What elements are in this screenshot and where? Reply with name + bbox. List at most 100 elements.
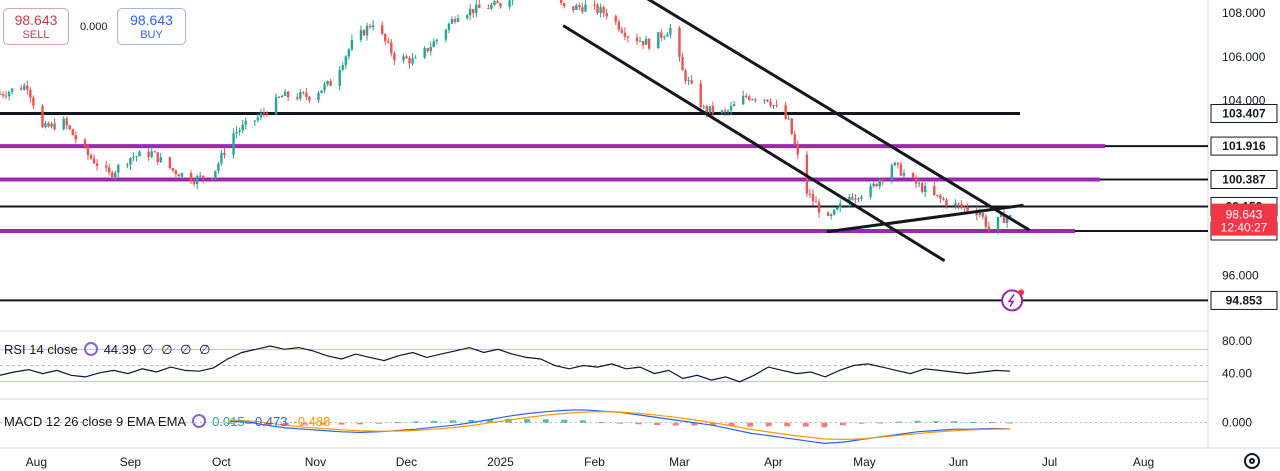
candle-body — [126, 164, 129, 166]
candle-body — [326, 80, 329, 85]
candle-body — [899, 164, 903, 176]
candle-body — [180, 172, 184, 177]
candle-body — [981, 212, 985, 217]
candle-body — [347, 49, 351, 57]
candle-body — [751, 99, 754, 101]
downtrend-channel-lower — [562, 24, 945, 262]
price-label-text: 101.916 — [1222, 139, 1266, 153]
candle-body — [177, 174, 181, 177]
macd-histogram-bar — [969, 422, 976, 424]
candle-body — [265, 113, 269, 115]
macd-histogram-bar — [784, 422, 791, 427]
macd-histogram-bar — [375, 422, 382, 424]
macd-histogram-bar — [691, 422, 698, 426]
time-tick-label: Aug — [1133, 455, 1154, 469]
candle-body — [426, 48, 429, 52]
macd-histogram-bar — [579, 420, 586, 423]
macd-signal-line — [229, 411, 1011, 441]
candle-body — [232, 133, 235, 155]
candle-body — [839, 203, 842, 208]
candle-body — [465, 15, 469, 18]
candle-body — [499, 3, 502, 7]
candle-body — [411, 58, 414, 64]
candle-body — [687, 80, 690, 82]
time-tick-label: 2025 — [487, 455, 514, 469]
candle-body — [720, 110, 724, 113]
candle-body — [259, 112, 263, 118]
trendlines — [562, 0, 1030, 312]
time-tick-label: Apr — [764, 455, 783, 469]
candle-body — [114, 172, 117, 178]
macd-histogram-bar — [914, 420, 921, 423]
gear-icon[interactable] — [1244, 453, 1260, 469]
candle-body — [793, 134, 796, 145]
candle-body — [647, 38, 651, 49]
time-axis[interactable]: Aug Sep Oct Nov Dec 2025 Feb Mar Apr May Jun Jul Aug — [26, 455, 1155, 469]
macd-histogram-bar — [988, 422, 995, 424]
candle-body — [787, 118, 790, 120]
candle-body — [893, 162, 897, 166]
candle-body — [487, 8, 490, 10]
rsi-legend[interactable]: RSI 14 close 44.39 ∅ ∅ ∅ ∅ — [4, 342, 212, 358]
candle-body — [775, 105, 778, 107]
candle-body — [581, 7, 584, 12]
candle-body — [957, 203, 960, 205]
candle-body — [302, 92, 305, 94]
price-axis[interactable]: 108.000106.000104.00096.00080.0040.000.0… — [1210, 6, 1278, 430]
candle-body — [450, 19, 454, 24]
candle-body — [44, 123, 47, 128]
candle-body — [111, 172, 114, 178]
candle-body — [1008, 215, 1012, 219]
candle-body — [217, 163, 220, 171]
candle-body — [702, 106, 705, 108]
eye-icon[interactable] — [192, 414, 207, 428]
candle-body — [83, 139, 87, 147]
candle-body — [341, 65, 344, 70]
macd-histogram-bar — [765, 422, 772, 427]
price-tick-label: 108.000 — [1222, 6, 1266, 20]
candle-body — [159, 157, 162, 163]
macd-legend[interactable]: MACD 12 26 close 9 EMA EMA 0.015 -0.473 -0.… — [4, 414, 330, 429]
candle-body — [381, 25, 384, 34]
rsi-tick-label: 40.00 — [1222, 367, 1252, 381]
candle-body — [745, 95, 748, 97]
eye-icon[interactable] — [83, 342, 98, 356]
price-level-label: 103.407 — [1210, 103, 1278, 123]
price-label-box — [1210, 169, 1278, 189]
chart-grid — [0, 0, 1280, 449]
candle-body — [171, 168, 175, 171]
candle-body — [902, 173, 906, 176]
time-tick-label: Feb — [584, 455, 605, 469]
candle-body — [705, 106, 708, 113]
macd-histogram-bar — [839, 422, 846, 426]
macd-histogram-bar — [951, 421, 958, 423]
candle-body — [26, 85, 29, 90]
macd-value: -0.473 — [250, 414, 288, 429]
candle-body — [741, 95, 745, 105]
macd-hist-value: 0.015 — [212, 414, 245, 429]
candle-body — [283, 91, 287, 96]
candle-body — [65, 118, 68, 126]
macd-histogram-bar — [709, 422, 716, 426]
candle-body — [405, 56, 408, 59]
candle-body — [214, 170, 217, 179]
candle-body — [274, 96, 278, 115]
candle-body — [669, 27, 672, 35]
candle-body — [666, 34, 669, 37]
candle-body — [344, 56, 348, 66]
candle-body — [468, 8, 472, 16]
candle-body — [472, 8, 475, 14]
candle-body — [732, 104, 736, 107]
candle-body — [308, 96, 311, 101]
candle-body — [371, 25, 375, 28]
candle-body — [0, 93, 2, 95]
sell-button[interactable]: 98.643 SELL — [3, 8, 69, 45]
candle-body — [869, 186, 872, 197]
candle-body — [359, 29, 363, 40]
buy-price: 98.643 — [130, 12, 173, 28]
time-tick-label: Sep — [120, 455, 142, 469]
buy-button[interactable]: 98.643 BUY — [117, 8, 186, 45]
candle-body — [602, 7, 605, 14]
